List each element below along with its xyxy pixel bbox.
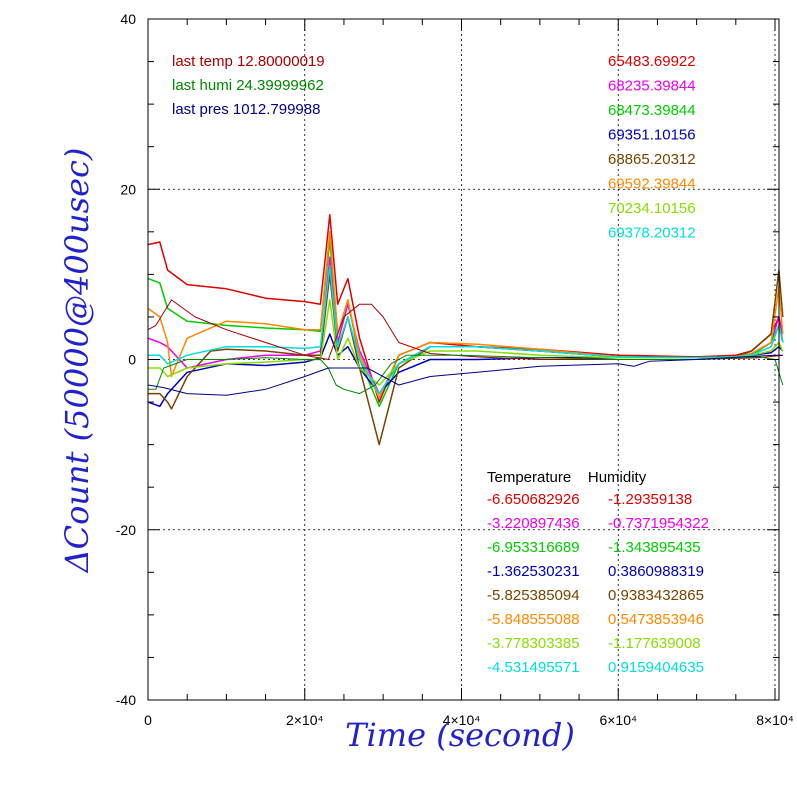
series-group [147,214,784,446]
humidity-coefficient-8: 0.9159404635 [608,659,704,676]
channel-value-8: 69378.20312 [608,225,696,242]
temperature-coefficient-3: -6.953316689 [487,539,580,556]
series-line-8 [148,265,784,395]
channel-value-4: 69351.10156 [608,127,696,144]
temperature-coefficient-1: -6.650682926 [487,491,580,508]
x-tick-label: 2×10⁴ [286,712,324,728]
channel-value-3: 68473.39844 [608,102,696,119]
last-value-2: last humi 24.39999962 [172,77,324,94]
temperature-coefficient-8: -4.531495571 [487,659,580,676]
y-tick-label: 40 [120,11,136,27]
channel-value-2: 68235.39844 [608,78,696,95]
x-axis-title: Time (second) [345,716,575,754]
temperature-coefficient-2: -3.220897436 [487,515,580,532]
temperature-coefficient-7: -3.778303385 [487,635,580,652]
tick-labels: 0 2×10⁴ 4×10⁴ 6×10⁴ 8×10⁴ -40 -20 0 20 40 [116,11,794,728]
coefficient-table: -6.650682926 -1.29359138 -3.220897436 -0.73… [487,491,709,676]
series-line-11 [147,354,783,396]
last-value-3: last pres 1012.799988 [172,101,320,118]
channel-values: 65483.69922 68235.39844 68473.39844 69351.1… [608,53,696,242]
channel-value-7: 70234.10156 [608,200,696,217]
last-value-1: last temp 12.80000019 [172,53,325,70]
humidity-coefficient-5: 0.9383432865 [608,587,704,604]
channel-value-1: 65483.69922 [608,53,696,70]
last-values: last temp 12.80000019 last humi 24.399999… [172,53,325,118]
x-tick-label: 6×10⁴ [599,712,637,728]
series-line-1 [147,214,784,403]
humidity-coefficient-7: -1.177639008 [608,635,701,652]
temperature-coefficient-6: -5.848555088 [487,611,580,628]
ticks [147,18,779,701]
x-tick-label: 0 [144,712,152,728]
y-axis-title: ΔCount (50000@400usec) [58,148,96,575]
y-tick-label: -20 [116,522,136,538]
temperature-coefficient-4: -1.362530231 [487,563,580,580]
channel-value-5: 68865.20312 [608,151,696,168]
y-tick-label: -40 [116,692,136,708]
x-tick-label: 4×10⁴ [443,712,481,728]
y-tick-label: 20 [120,181,136,197]
coefficient-header: Temperature Humidity [487,469,647,486]
x-tick-label: 8×10⁴ [756,712,794,728]
humidity-coefficient-2: -0.7371954322 [608,515,709,532]
humidity-coefficient-3: -1.343895435 [608,539,701,556]
temperature-coefficient-5: -5.825385094 [487,587,580,604]
humidity-coefficient-4: 0.3860988319 [608,563,704,580]
y-tick-label: 0 [128,352,136,368]
humidity-coefficient-6: 0.5473853946 [608,611,704,628]
channel-value-6: 69592.39844 [608,176,696,193]
series-line-10 [148,354,784,395]
humidity-coefficient-1: -1.29359138 [608,491,692,508]
